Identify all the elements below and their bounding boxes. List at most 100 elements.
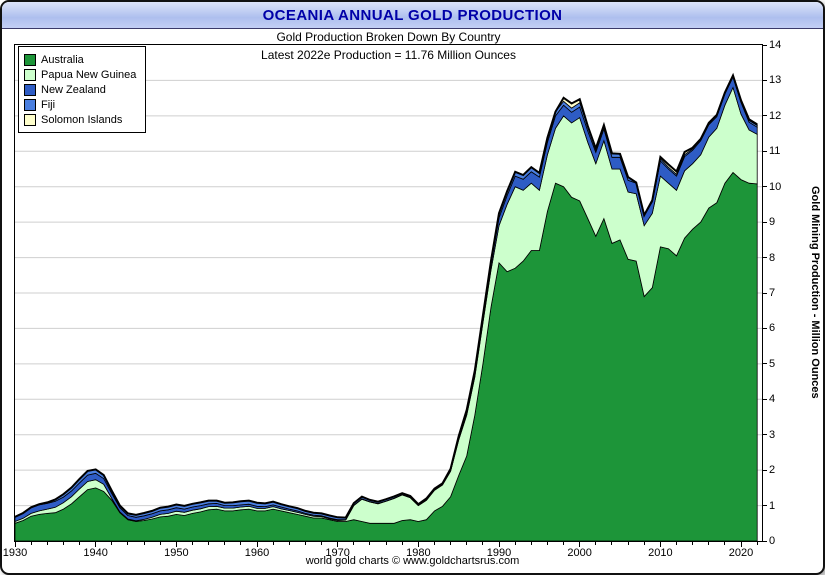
x-minor-tick-1962 [272, 542, 274, 545]
y-tick-mark-8 [763, 257, 767, 259]
x-tick-mark-1930 [14, 542, 16, 547]
legend-label: New Zealand [41, 83, 106, 96]
legend-label: Australia [41, 53, 84, 66]
y-tick-mark-4 [763, 398, 767, 400]
x-minor-tick-1942 [111, 542, 113, 545]
x-minor-tick-1984 [450, 542, 452, 545]
y-tick-label-0: 0 [769, 535, 776, 547]
y-tick-label-6: 6 [769, 322, 776, 335]
x-tick-mark-2000 [579, 542, 581, 547]
stacked-area-chart [15, 72, 762, 541]
legend-label: Papua New Guinea [41, 68, 137, 81]
y-tick-label-3: 3 [769, 428, 776, 441]
legend-label: Fiji [41, 98, 56, 111]
x-tick-mark-1960 [256, 542, 258, 547]
x-tick-label-1960: 1960 [244, 547, 270, 559]
x-minor-tick-2008 [643, 542, 645, 545]
y-tick-mark-12 [763, 115, 767, 117]
legend-item-papua-new-guinea: Papua New Guinea [24, 67, 136, 82]
y-tick-label-14: 14 [769, 39, 782, 51]
x-minor-tick-1936 [62, 542, 64, 545]
x-minor-tick-2006 [627, 542, 629, 545]
chart-subtitle: Gold Production Broken Down By Country [276, 30, 501, 44]
x-tick-label-2020: 2020 [728, 547, 754, 559]
x-minor-tick-1968 [321, 542, 323, 545]
y-tick-mark-0 [763, 540, 767, 542]
x-tick-mark-2010 [659, 542, 661, 547]
legend-item-solomon-islands: Solomon Islands [24, 112, 136, 127]
plot-area [14, 44, 763, 542]
legend-item-fiji: Fiji [24, 97, 136, 112]
x-minor-tick-1994 [530, 542, 532, 545]
y-tick-label-12: 12 [769, 109, 782, 122]
x-minor-tick-1992 [514, 542, 516, 545]
y-tick-label-8: 8 [769, 251, 776, 264]
x-minor-tick-1948 [159, 542, 161, 545]
x-minor-tick-1978 [401, 542, 403, 545]
total-production-line [15, 72, 758, 519]
x-tick-label-2000: 2000 [567, 547, 592, 559]
y-tick-mark-10 [763, 186, 767, 188]
legend-swatch-new-zealand [24, 83, 36, 96]
x-minor-tick-1988 [482, 542, 484, 545]
y-tick-mark-3 [763, 434, 767, 436]
legend-item-new-zealand: New Zealand [24, 82, 136, 97]
x-minor-tick-2012 [675, 542, 677, 545]
y-tick-mark-7 [763, 292, 767, 294]
y-tick-label-11: 11 [769, 145, 781, 158]
x-minor-tick-1964 [288, 542, 290, 545]
y-tick-label-2: 2 [769, 464, 776, 477]
legend-swatch-fiji [24, 98, 36, 111]
y-tick-mark-2 [763, 469, 767, 471]
x-minor-tick-2004 [611, 542, 613, 545]
y-tick-label-13: 13 [769, 74, 782, 87]
y-tick-label-9: 9 [769, 216, 776, 229]
legend-swatch-papua-new-guinea [24, 68, 36, 81]
x-minor-tick-1944 [127, 542, 129, 545]
y-tick-label-5: 5 [769, 357, 776, 370]
y-tick-label-4: 4 [769, 393, 776, 406]
x-tick-label-1980: 1980 [406, 547, 431, 559]
legend-swatch-solomon-islands [24, 113, 36, 126]
x-minor-tick-1932 [30, 542, 32, 545]
x-minor-tick-2016 [708, 542, 710, 545]
y-tick-mark-11 [763, 150, 767, 152]
legend-item-australia: Australia [24, 52, 136, 67]
x-tick-mark-1940 [95, 542, 97, 547]
x-minor-tick-1974 [369, 542, 371, 545]
x-tick-label-1940: 1940 [83, 547, 108, 559]
x-minor-tick-1938 [79, 542, 81, 545]
y-tick-mark-13 [763, 79, 767, 81]
x-tick-label-1950: 1950 [164, 547, 189, 559]
x-minor-tick-1954 [208, 542, 210, 545]
y-axis-title: Gold Mining Production - Million Ounces [809, 185, 821, 399]
x-tick-mark-1950 [175, 542, 177, 547]
title-bar: OCEANIA ANNUAL GOLD PRODUCTION [2, 2, 823, 29]
x-minor-tick-1982 [433, 542, 435, 545]
y-tick-mark-5 [763, 363, 767, 365]
latest-production-label: Latest 2022e Production = 11.76 Million … [261, 48, 516, 62]
x-minor-tick-1966 [304, 542, 306, 545]
y-tick-label-10: 10 [769, 180, 782, 193]
x-minor-tick-2022 [756, 542, 758, 545]
y-tick-label-1: 1 [769, 499, 776, 512]
y-tick-mark-1 [763, 505, 767, 507]
x-minor-tick-2018 [724, 542, 726, 545]
x-tick-label-1970: 1970 [325, 547, 350, 559]
x-tick-label-2010: 2010 [648, 547, 673, 559]
x-minor-tick-1996 [546, 542, 548, 545]
legend: Australia Papua New Guinea New Zealand Fiji… [18, 46, 147, 133]
x-tick-label-1930: 1930 [2, 547, 28, 559]
x-minor-tick-1956 [224, 542, 226, 545]
y-tick-mark-14 [763, 44, 767, 46]
page-title: OCEANIA ANNUAL GOLD PRODUCTION [262, 6, 563, 24]
x-minor-tick-1972 [353, 542, 355, 545]
x-minor-tick-2002 [595, 542, 597, 545]
x-tick-mark-1990 [498, 542, 500, 547]
x-tick-mark-1980 [417, 542, 419, 547]
x-minor-tick-1998 [563, 542, 565, 545]
x-tick-label-1990: 1990 [486, 547, 512, 559]
footer-credit: world gold charts © www.goldchartsrus.co… [305, 555, 520, 567]
x-minor-tick-1958 [240, 542, 242, 545]
